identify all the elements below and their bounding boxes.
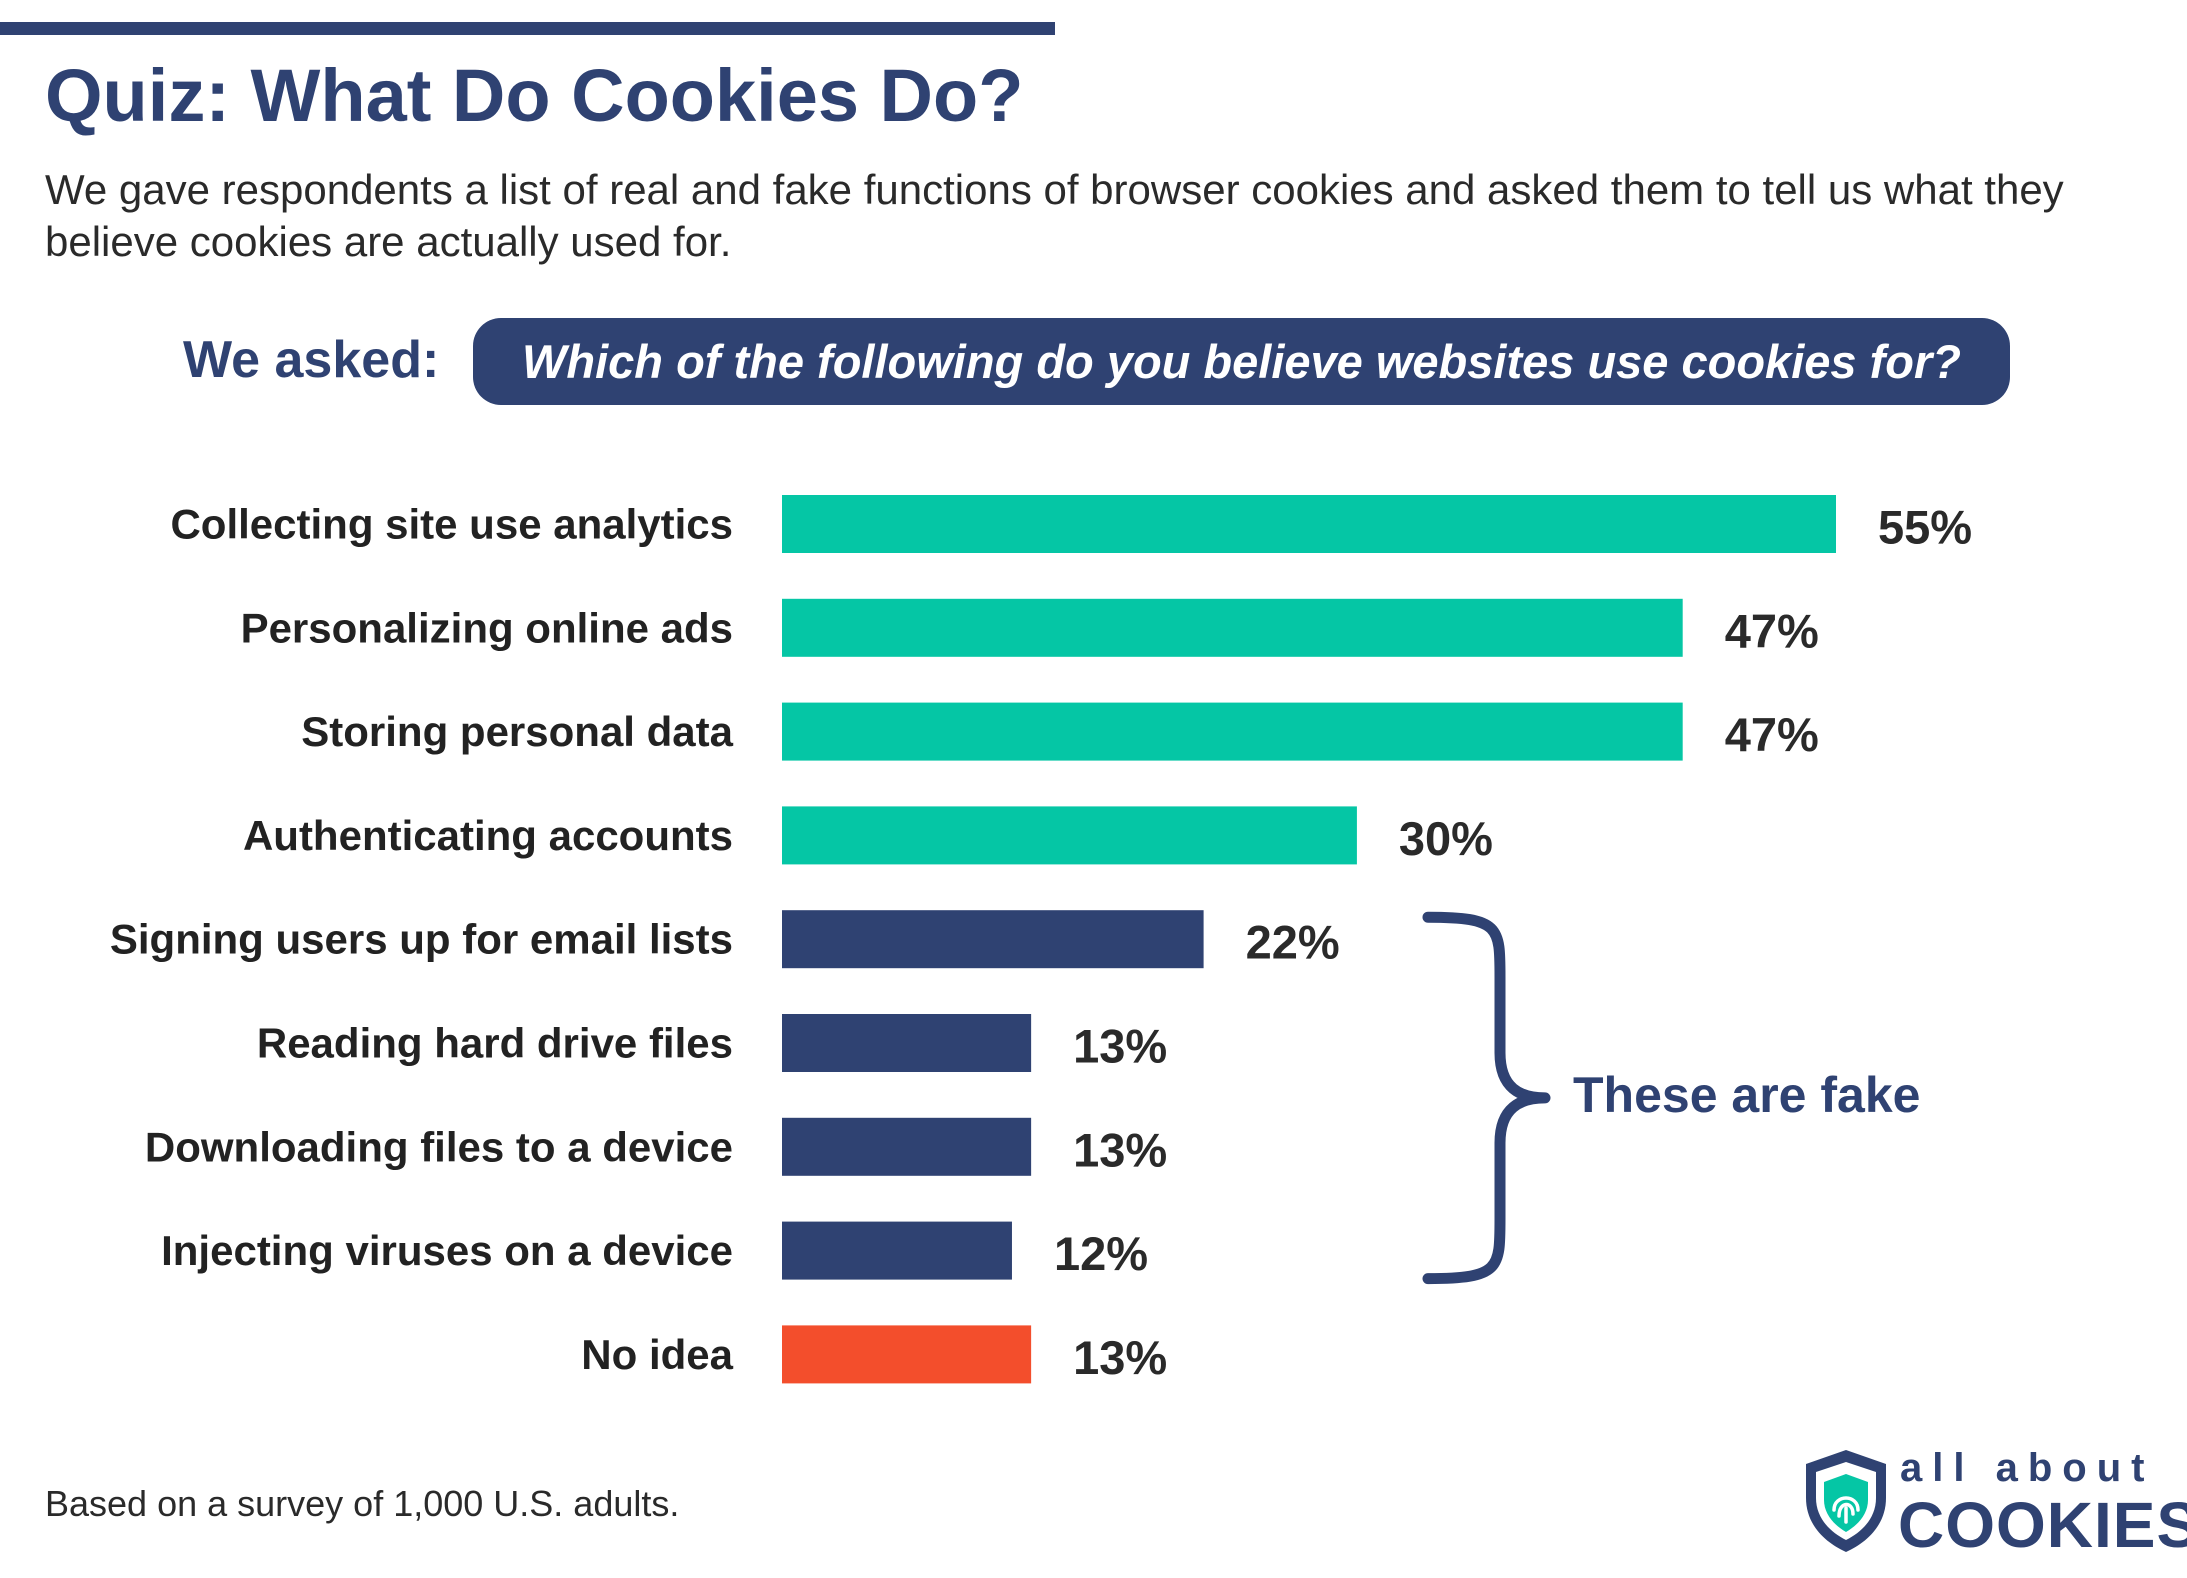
category-label-downloading-files-to-a-device: Downloading files to a device bbox=[145, 1123, 733, 1170]
question-pill: Which of the following do you believe we… bbox=[473, 318, 2010, 405]
bar-no-idea bbox=[782, 1325, 1032, 1384]
bar-reading-hard-drive-files bbox=[782, 1014, 1032, 1072]
category-label-injecting-viruses-on-a-device: Injecting viruses on a device bbox=[161, 1227, 733, 1274]
fake-annotation-label: These are fake bbox=[1573, 1067, 1921, 1123]
footnote: Based on a survey of 1,000 U.S. adults. bbox=[45, 1483, 680, 1524]
bar-downloading-files-to-a-device bbox=[782, 1117, 1032, 1176]
value-label-injecting-viruses-on-a-device: 12% bbox=[1054, 1227, 1148, 1280]
fake-group-brace bbox=[1422, 911, 1551, 1285]
bar-injecting-viruses-on-a-device bbox=[782, 1221, 1012, 1280]
brand-logo: all about COOKIES bbox=[1800, 1446, 2187, 1566]
value-label-downloading-files-to-a-device: 13% bbox=[1073, 1123, 1167, 1176]
page-title: Quiz: What Do Cookies Do? bbox=[45, 54, 1024, 137]
category-label-reading-hard-drive-files: Reading hard drive files bbox=[257, 1020, 733, 1067]
category-label-storing-personal-data: Storing personal data bbox=[301, 708, 733, 755]
category-label-collecting-site-use-analytics: Collecting site use analytics bbox=[170, 501, 733, 548]
bar-storing-personal-data bbox=[782, 702, 1683, 761]
category-label-no-idea: No idea bbox=[581, 1331, 733, 1378]
brand-line1: all about bbox=[1900, 1446, 2155, 1490]
bar-collecting-site-use-analytics bbox=[782, 495, 1836, 553]
category-label-signing-users-up-for-email-lists: Signing users up for email lists bbox=[110, 916, 733, 963]
page-subtitle: We gave respondents a list of real and f… bbox=[45, 166, 2064, 265]
category-label-personalizing-online-ads: Personalizing online ads bbox=[241, 604, 733, 651]
shield-fingerprint-icon bbox=[1806, 1450, 1886, 1552]
bar-authenticating-accounts bbox=[782, 806, 1357, 865]
question-label: We asked: bbox=[183, 331, 440, 389]
value-label-storing-personal-data: 47% bbox=[1725, 708, 1819, 761]
value-label-reading-hard-drive-files: 13% bbox=[1073, 1020, 1167, 1073]
bar-personalizing-online-ads bbox=[782, 598, 1683, 657]
brand-line2: COOKIES bbox=[1898, 1489, 2187, 1561]
category-label-authenticating-accounts: Authenticating accounts bbox=[243, 812, 733, 859]
value-label-personalizing-online-ads: 47% bbox=[1725, 604, 1819, 657]
value-label-no-idea: 13% bbox=[1073, 1331, 1167, 1384]
value-label-authenticating-accounts: 30% bbox=[1399, 812, 1493, 865]
bar-signing-users-up-for-email-lists bbox=[782, 910, 1204, 969]
value-label-collecting-site-use-analytics: 55% bbox=[1878, 501, 1972, 554]
value-label-signing-users-up-for-email-lists: 22% bbox=[1246, 916, 1340, 969]
question-text: Which of the following do you believe we… bbox=[522, 335, 1961, 388]
top-accent-rule bbox=[0, 22, 1055, 35]
